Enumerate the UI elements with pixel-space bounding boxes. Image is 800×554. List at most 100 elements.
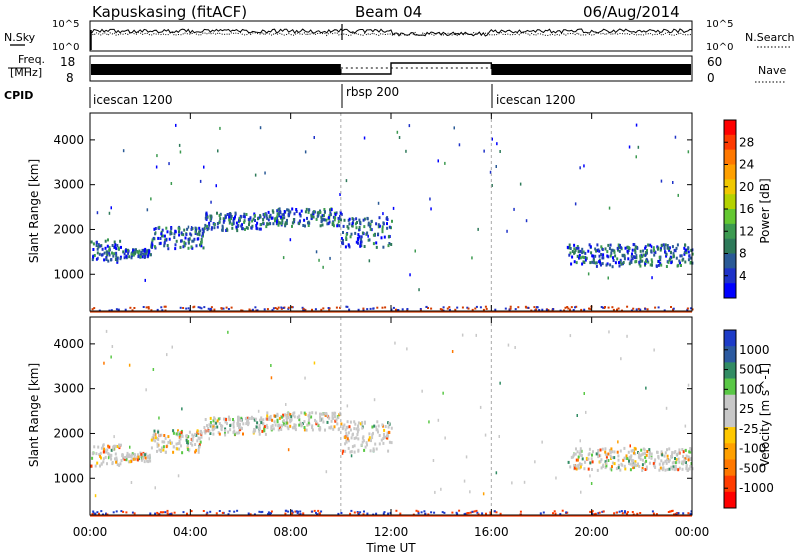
echo-cell: [332, 224, 335, 228]
echo-cell: [630, 449, 633, 453]
echo-cell: [355, 436, 358, 440]
echo-cell: [336, 224, 339, 228]
ground-echo: [617, 307, 620, 310]
echo-cell: [355, 217, 358, 221]
echo-cell: [670, 261, 673, 265]
ground-echo: [383, 511, 386, 514]
echo-cell: [386, 222, 388, 226]
ground-echo: [162, 511, 165, 514]
echo-cell: [674, 461, 677, 465]
ground-echo: [654, 306, 657, 309]
echo-cell: [357, 233, 360, 237]
echo-cell: [589, 245, 592, 249]
ground-echo: [280, 307, 283, 310]
ground-echo: [296, 512, 299, 515]
ground-echo: [673, 513, 676, 516]
ground-echo: [593, 513, 596, 516]
echo-cell: [285, 416, 288, 420]
echo-cell: [292, 413, 295, 417]
echo-cell: [388, 242, 391, 245]
echo-cell: [369, 225, 372, 228]
echo-cell: [260, 416, 263, 420]
echo-cell: [644, 468, 647, 471]
date-title: 06/Aug/2014: [583, 3, 680, 21]
ground-echo: [669, 510, 672, 513]
echo-cell: [511, 481, 513, 485]
echo-cell: [597, 455, 600, 459]
echo-cell: [684, 243, 686, 247]
echo-cell: [163, 240, 166, 244]
echo-cell: [143, 460, 146, 464]
echo-cell: [596, 243, 599, 247]
echo-cell: [644, 263, 646, 267]
ground-echo: [206, 511, 209, 514]
echo-cell: [213, 417, 216, 421]
echo-cell: [293, 415, 296, 419]
echo-cell: [351, 224, 354, 228]
echo-cell: [377, 201, 380, 205]
echo-cell: [199, 243, 201, 247]
echo-cell: [245, 213, 248, 216]
echo-cell: [311, 428, 314, 432]
echo-cell: [635, 245, 638, 249]
echo-cell: [288, 412, 291, 416]
echo-cell: [589, 474, 591, 478]
echo-cell: [205, 213, 208, 217]
echo-cell: [638, 464, 641, 468]
ground-echo: [655, 513, 658, 516]
echo-cell: [236, 422, 239, 426]
echo-cell: [355, 427, 358, 431]
ground-echo: [594, 512, 597, 515]
echo-cell: [583, 467, 586, 471]
echo-cell: [590, 457, 593, 461]
echo-cell: [308, 411, 311, 415]
echo-cell: [298, 423, 301, 427]
echo-cell: [675, 256, 678, 260]
echo-cell: [228, 418, 231, 422]
echo-cell: [320, 220, 323, 223]
echo-cell: [690, 248, 693, 252]
echo-cell: [265, 225, 268, 229]
echo-cell: [674, 135, 677, 139]
echo-cell: [231, 226, 234, 230]
echo-cell: [230, 215, 233, 219]
echo-cell: [262, 418, 265, 422]
ground-echo: [207, 307, 210, 310]
echo-cell: [673, 248, 676, 252]
echo-cell: [203, 426, 206, 429]
echo-cell: [206, 214, 209, 218]
echo-cell: [93, 445, 96, 449]
echo-cell: [661, 462, 664, 466]
echo-cell: [180, 431, 183, 435]
echo-cell: [280, 428, 283, 431]
echo-cell: [324, 428, 326, 432]
echo-cell: [386, 226, 389, 230]
echo-cell: [685, 454, 688, 458]
echo-cell: [276, 420, 279, 424]
echo-cell: [332, 222, 335, 225]
echo-cell: [226, 422, 228, 426]
echo-cell: [340, 237, 343, 240]
echo-cell: [200, 429, 202, 433]
echo-cell: [289, 424, 292, 428]
echo-cell: [303, 428, 306, 432]
echo-cell: [144, 254, 146, 258]
echo-cell: [579, 256, 582, 260]
echo-cell: [196, 429, 199, 433]
echo-cell: [200, 435, 203, 439]
echo-cell: [380, 236, 383, 240]
ground-echo: [477, 513, 480, 516]
echo-cell: [375, 241, 378, 245]
echo-cell: [285, 419, 288, 422]
echo-cell: [266, 222, 269, 226]
echo-cell: [688, 254, 691, 258]
y-tick-label: 4000: [53, 133, 84, 147]
ground-echo: [406, 309, 409, 312]
echo-cell: [587, 453, 590, 457]
ground-echo: [345, 305, 348, 308]
echo-cell: [247, 218, 250, 221]
x-tick-label: 04:00: [173, 525, 208, 539]
echo-cell: [440, 487, 442, 491]
echo-cell: [127, 455, 130, 459]
colorbar-cell: [724, 238, 736, 254]
